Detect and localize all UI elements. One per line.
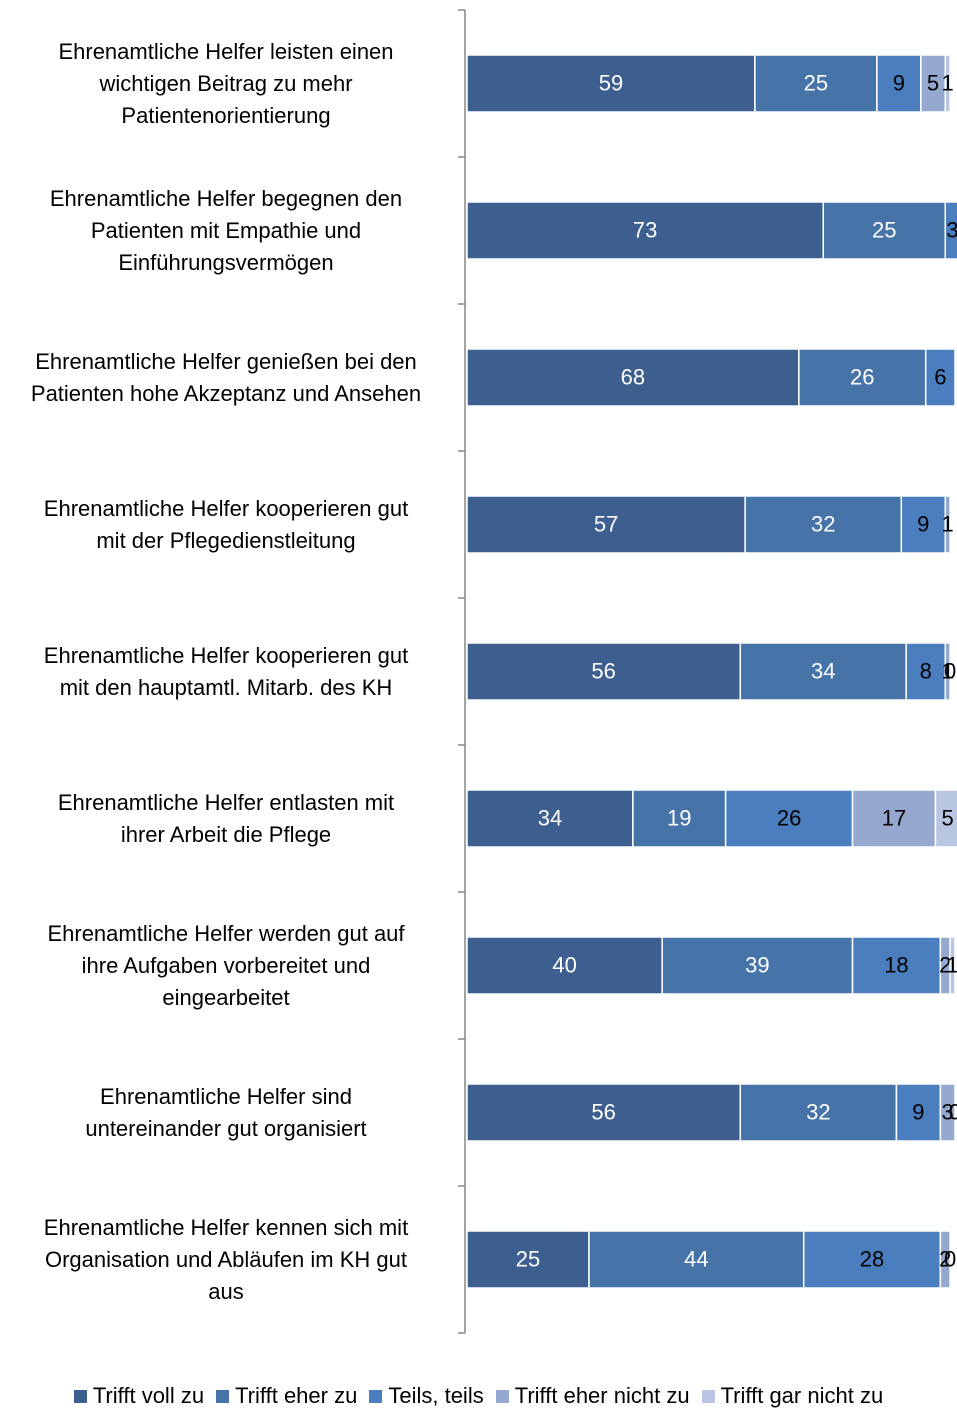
data-label: 2: [939, 952, 951, 977]
data-label: 26: [777, 805, 801, 830]
bar-segment: [924, 348, 956, 407]
data-label: 1: [942, 70, 954, 95]
legend-label: Trifft eher nicht zu: [514, 1383, 690, 1408]
category-label: Ehrenamtliche Helfer entlasten mit ihrer…: [57, 789, 395, 847]
bar-segment: [851, 789, 937, 848]
data-label: 26: [850, 364, 874, 389]
data-label: 3: [942, 1099, 954, 1124]
bar-segment: [739, 642, 907, 701]
data-label: 32: [806, 1099, 830, 1124]
bar-segment: [466, 936, 663, 995]
bar-segment: [944, 54, 951, 113]
bar-segment: [724, 789, 854, 848]
data-label: 57: [594, 511, 618, 536]
bar-segment: [466, 642, 742, 701]
bar-segment: [822, 201, 946, 260]
data-label: 0: [949, 1099, 957, 1124]
bar-segment: [588, 1230, 805, 1289]
data-label: 32: [811, 511, 835, 536]
data-label: 9: [917, 511, 929, 536]
data-label: 0: [944, 1246, 956, 1271]
data-label: 1: [946, 952, 957, 977]
bar-segment: [944, 495, 951, 554]
data-label: 19: [667, 805, 691, 830]
bar-segment: [851, 936, 942, 995]
bar-segment: [466, 348, 800, 407]
legend-swatch: [216, 1389, 230, 1403]
legend-label: Trifft gar nicht zu: [720, 1383, 884, 1408]
legend-label: Trifft voll zu: [92, 1383, 205, 1408]
bar-segment: [944, 201, 957, 260]
legend-item: Teils, teils: [369, 1383, 484, 1409]
legend-label: Trifft eher zu: [235, 1383, 358, 1408]
legend-swatch: [369, 1389, 383, 1403]
data-label: 25: [516, 1246, 540, 1271]
category-label: Ehrenamtliche Helfer kennen sich mit Org…: [43, 1214, 409, 1304]
legend-item: Trifft voll zu: [73, 1383, 205, 1409]
legend: Trifft voll zu Trifft eher zu Teils, teils…: [0, 1383, 957, 1409]
data-label: 73: [633, 217, 657, 242]
bar-segment: [466, 1083, 742, 1142]
data-label: 17: [882, 805, 906, 830]
data-label: 5: [927, 70, 939, 95]
data-label: 9: [893, 70, 905, 95]
legend-swatch: [495, 1389, 509, 1403]
bar-segment: [905, 642, 946, 701]
category-label: Ehrenamtliche Helfer sind untereinander …: [85, 1083, 367, 1141]
data-label: 25: [872, 217, 896, 242]
data-label: 28: [860, 1246, 884, 1271]
bar-segment: [895, 1083, 942, 1142]
category-label: Ehrenamtliche Helfer leisten einen wicht…: [58, 38, 394, 128]
legend-item: Trifft gar nicht zu: [701, 1383, 884, 1409]
bar-segment: [661, 936, 854, 995]
bar-segment: [949, 936, 956, 995]
bar-segment: [466, 201, 824, 260]
category-label: Ehrenamtliche Helfer werden gut auf ihre…: [47, 920, 405, 1010]
data-label: 56: [591, 1099, 615, 1124]
data-label: 39: [745, 952, 769, 977]
data-label: 9: [912, 1099, 924, 1124]
data-label: 6: [934, 364, 946, 389]
data-label: 44: [684, 1246, 708, 1271]
data-label: 34: [811, 658, 835, 683]
bar-segment: [934, 789, 957, 848]
legend-swatch: [701, 1389, 715, 1403]
category-label: Ehrenamtliche Helfer begegnen den Patien…: [49, 185, 403, 275]
bar-segment: [920, 54, 946, 113]
data-label: 18: [884, 952, 908, 977]
data-label: 0: [944, 658, 956, 683]
data-label: 2: [939, 1246, 951, 1271]
bar-segment: [466, 789, 634, 848]
data-label: 59: [599, 70, 623, 95]
data-label: 40: [552, 952, 576, 977]
bar-segment: [466, 1230, 590, 1289]
legend-item: Trifft eher zu: [216, 1383, 357, 1409]
data-label: 56: [591, 658, 615, 683]
bar-segment: [876, 54, 922, 113]
category-label: Ehrenamtliche Helfer kooperieren gut mit…: [43, 495, 409, 553]
legend-swatch: [73, 1389, 87, 1403]
bar-segment: [939, 1083, 956, 1142]
bar-segment: [939, 1230, 951, 1289]
bar-segment: [944, 642, 951, 701]
data-label: 1: [942, 511, 954, 536]
data-label: 34: [538, 805, 562, 830]
data-label: 8: [920, 658, 932, 683]
bar-segment: [466, 495, 746, 554]
data-label: 5: [942, 805, 954, 830]
category-label: Ehrenamtliche Helfer genießen bei den Pa…: [30, 348, 422, 406]
data-label: 25: [804, 70, 828, 95]
category-label: Ehrenamtliche Helfer kooperieren gut mit…: [43, 642, 409, 700]
bar-segment: [466, 54, 756, 113]
data-label: 3: [946, 217, 957, 242]
data-label: 1: [942, 658, 954, 683]
data-label: 68: [621, 364, 645, 389]
legend-label: Teils, teils: [388, 1383, 484, 1408]
legend-item: Trifft eher nicht zu: [495, 1383, 690, 1409]
